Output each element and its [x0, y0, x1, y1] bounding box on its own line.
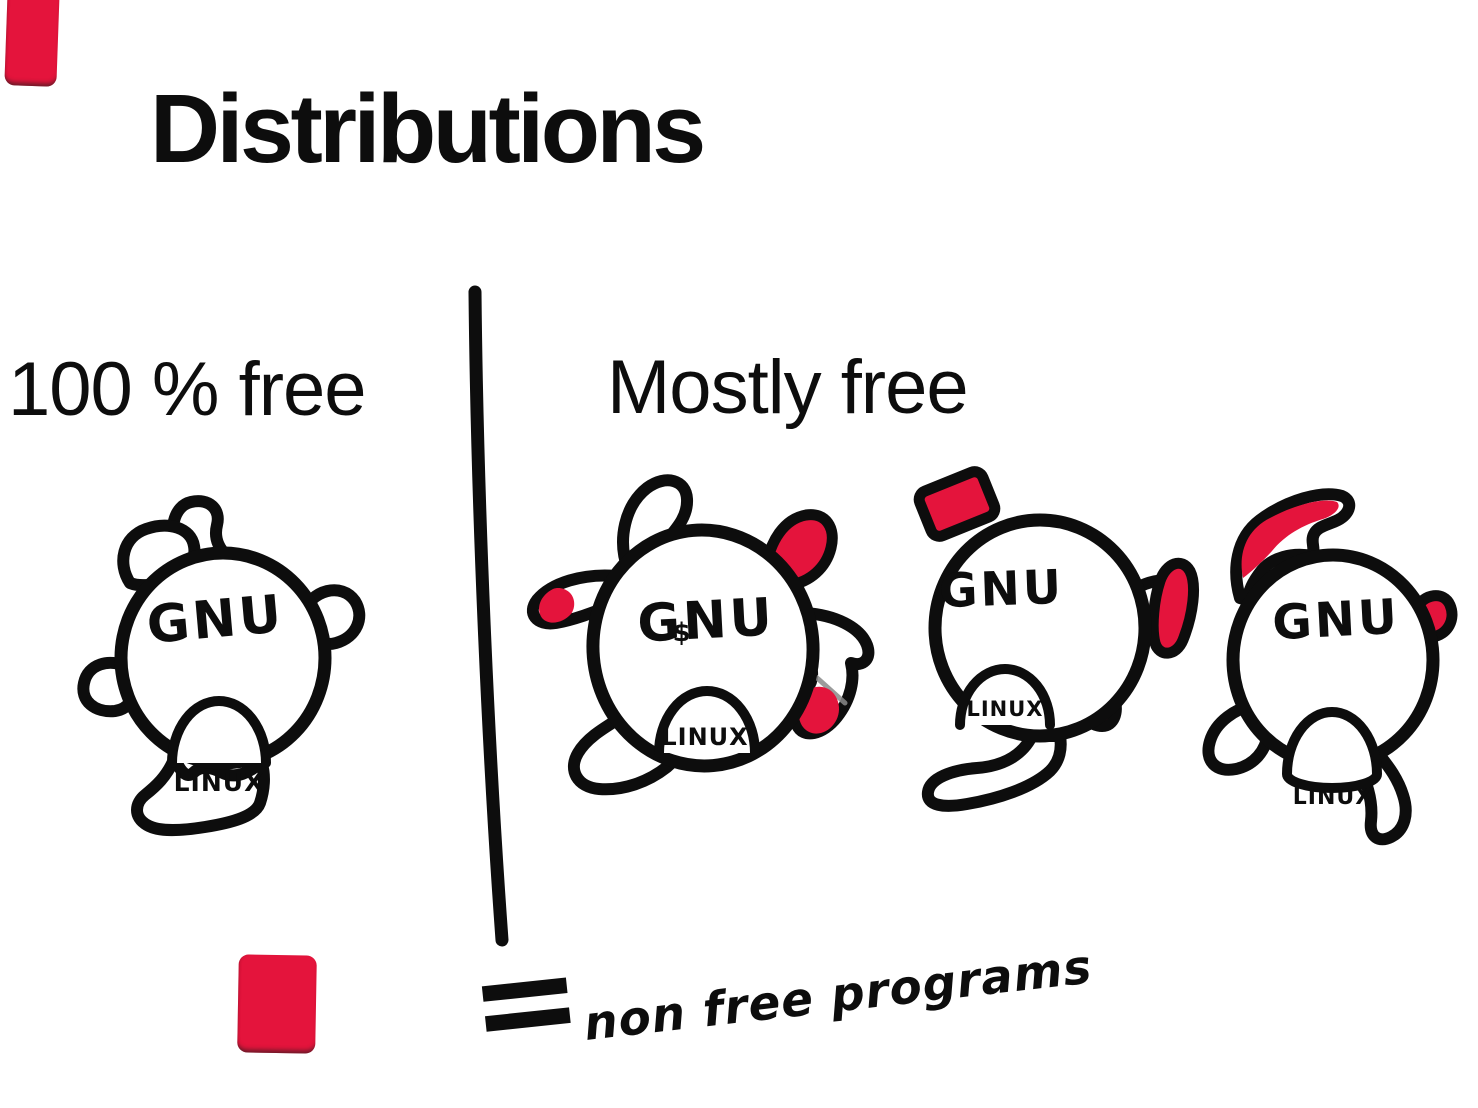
- creature2-gnu-label: GNU: [636, 587, 776, 654]
- creature1-mouth: [167, 696, 271, 768]
- equals-sign: =: [461, 916, 590, 1084]
- divider-stroke: [468, 285, 509, 947]
- creature-mostly-free-3: GNU LINUX: [1202, 488, 1458, 846]
- creature2-body: [586, 523, 820, 773]
- creature4-gnu-label: GNU: [1271, 589, 1401, 652]
- creature2-nonfree-patch-left-tip: [539, 588, 575, 623]
- creature2-mouth: [654, 686, 760, 758]
- creature3-foot: [921, 730, 1067, 812]
- creature3-linux-label: LINUX: [966, 697, 1043, 721]
- creature1-foot: [131, 751, 270, 837]
- legend-label: non free programs: [581, 939, 1095, 1051]
- label-100-percent-free: 100 % free: [8, 347, 367, 432]
- creature2-pencil-hatch: [813, 674, 848, 706]
- divider-line: [468, 285, 509, 947]
- creature3-gnu-label: GNU: [938, 560, 1065, 619]
- creature4-mouth: [1281, 707, 1383, 793]
- creature4-swoosh-arm: [1230, 488, 1356, 606]
- creature-mostly-free-1: GNU $ LINUX: [526, 474, 875, 796]
- creature4-nonfree-patch-swoosh: [1241, 500, 1339, 578]
- creature3-nonfree-patch-arm: [1147, 557, 1200, 659]
- nonfree-legend-swatch: [237, 954, 317, 1054]
- legend-equals: =: [461, 916, 590, 1084]
- creature4-linux-label: LINUX: [1293, 785, 1373, 810]
- creature-mostly-free-2: GNU LINUX: [913, 466, 1200, 812]
- nonfree-swatch-corner-fragment: [4, 0, 60, 87]
- creature2-linux-label: LINUX: [661, 723, 748, 751]
- creature2-money-mark: $: [672, 618, 693, 648]
- page-title: Distributions: [150, 74, 706, 183]
- legend-text-svg: non free programs: [581, 939, 1095, 1051]
- creature1-gnu-label: GNU: [144, 584, 286, 656]
- creature1-linux-label: LINUX: [174, 768, 265, 797]
- creature3-mouth: [955, 664, 1055, 730]
- creature-100-free: GNU LINUX: [77, 495, 366, 837]
- label-mostly-free: Mostly free: [607, 345, 969, 430]
- creature3-nonfree-patch-hat: [913, 466, 1001, 542]
